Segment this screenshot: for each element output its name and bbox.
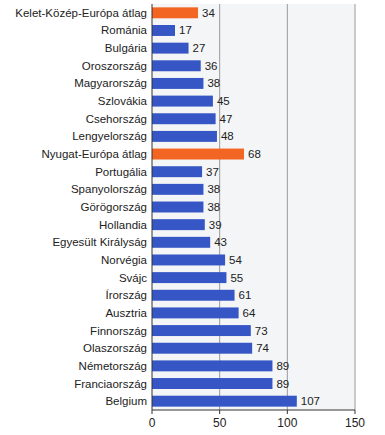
bar: [152, 290, 235, 301]
category-label: Szlovákia: [98, 95, 148, 107]
plot-background: [152, 4, 355, 410]
data-label: 73: [255, 325, 268, 337]
bar: [152, 149, 244, 160]
data-label: 48: [221, 130, 234, 142]
bar: [152, 237, 210, 248]
data-label: 17: [179, 24, 192, 36]
x-axis: [152, 410, 355, 411]
grid-line: [355, 4, 356, 410]
tick-mark: [219, 410, 220, 414]
tick-mark: [355, 410, 356, 414]
category-label: Norvégia: [101, 254, 148, 266]
bar: [152, 360, 272, 371]
data-label: 55: [230, 272, 243, 284]
category-label: Kelet-Közép-Európa átlag: [15, 7, 147, 19]
category-label: Portugália: [95, 166, 147, 178]
category-label: Lengyelország: [72, 130, 147, 142]
data-label: 27: [193, 42, 206, 54]
bar: [152, 396, 297, 407]
tick-label: 100: [277, 416, 297, 430]
chart: 0 50 100 150 Kelet-Közép-Európa átlag 34 Román…: [0, 0, 385, 435]
y-axis: [152, 4, 153, 410]
bar: [152, 325, 251, 336]
bar: [152, 202, 203, 213]
category-label: Hollandia: [99, 219, 148, 231]
tick-mark: [152, 410, 153, 414]
tick-label: 50: [213, 416, 227, 430]
bar: [152, 219, 205, 230]
data-label: 38: [207, 201, 220, 213]
data-label: 38: [207, 183, 220, 195]
data-label: 64: [243, 307, 256, 319]
bar: [152, 7, 198, 18]
category-label: Nyugat-Európa átlag: [42, 148, 147, 160]
bar: [152, 307, 239, 318]
data-label: 107: [301, 395, 320, 407]
bar: [152, 166, 202, 177]
category-label: Belgium: [105, 395, 147, 407]
bar: [152, 184, 203, 195]
bar: [152, 25, 175, 36]
data-label: 89: [276, 360, 289, 372]
tick-label: 150: [345, 416, 365, 430]
category-label: Spanyolország: [71, 183, 147, 195]
data-label: 43: [214, 236, 227, 248]
data-label: 36: [205, 60, 218, 72]
tick-mark: [287, 410, 288, 414]
data-label: 89: [276, 378, 289, 390]
category-label: Németország: [79, 360, 147, 372]
category-label: Bulgária: [105, 42, 148, 54]
data-label: 61: [239, 289, 252, 301]
bar: [152, 60, 201, 71]
grid-line: [287, 4, 288, 410]
tick-label: 0: [149, 416, 156, 430]
category-label: Románia: [101, 24, 148, 36]
bar: [152, 43, 189, 54]
category-label: Ausztria: [105, 307, 147, 319]
data-label: 37: [206, 166, 219, 178]
category-label: Görögország: [81, 201, 147, 213]
category-label: Magyarország: [74, 77, 147, 89]
data-label: 68: [248, 148, 261, 160]
bar: [152, 113, 216, 124]
bar: [152, 272, 226, 283]
category-label: Svájc: [119, 272, 147, 284]
data-label: 54: [229, 254, 242, 266]
category-label: Olaszország: [83, 342, 147, 354]
category-label: Írország: [105, 289, 147, 301]
bar: [152, 254, 225, 265]
category-label: Finnország: [90, 325, 147, 337]
category-label: Franciaország: [74, 378, 147, 390]
bar: [152, 131, 217, 142]
bar: [152, 343, 252, 354]
bar: [152, 78, 203, 89]
data-label: 38: [207, 77, 220, 89]
data-label: 34: [202, 7, 215, 19]
bar: [152, 96, 213, 107]
data-label: 74: [256, 342, 269, 354]
bars: [152, 7, 297, 406]
category-label: Egyesült Királyság: [52, 236, 147, 248]
category-label: Oroszország: [82, 60, 147, 72]
data-label: 47: [220, 113, 233, 125]
data-label: 45: [217, 95, 230, 107]
bar: [152, 378, 272, 389]
data-label: 39: [209, 219, 222, 231]
category-label: Csehország: [86, 113, 147, 125]
